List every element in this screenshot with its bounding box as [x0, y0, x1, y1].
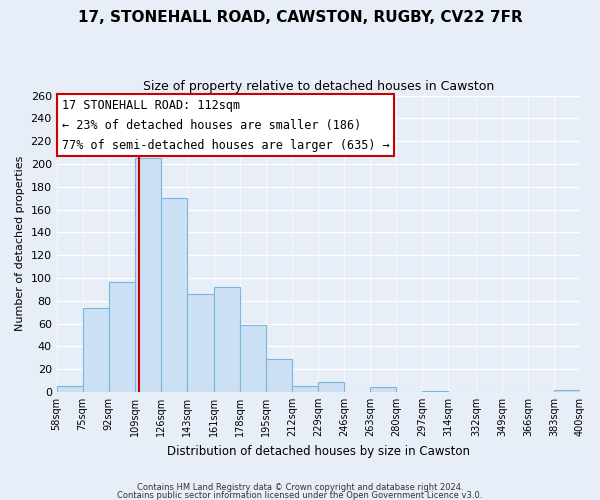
Bar	[56, 386, 83, 392]
Text: 17 STONEHALL ROAD: 112sqm
← 23% of detached houses are smaller (186)
77% of semi: 17 STONEHALL ROAD: 112sqm ← 23% of detac…	[62, 98, 389, 152]
Bar	[319, 382, 344, 392]
Bar	[266, 359, 292, 392]
Bar	[187, 294, 214, 392]
Text: Contains HM Land Registry data © Crown copyright and database right 2024.: Contains HM Land Registry data © Crown c…	[137, 484, 463, 492]
Bar	[161, 198, 187, 392]
Y-axis label: Number of detached properties: Number of detached properties	[15, 156, 25, 332]
Bar	[83, 308, 109, 392]
Bar	[370, 388, 397, 392]
Bar	[292, 386, 319, 392]
Bar	[554, 390, 580, 392]
Bar	[135, 158, 161, 392]
Bar	[422, 391, 448, 392]
X-axis label: Distribution of detached houses by size in Cawston: Distribution of detached houses by size …	[167, 444, 470, 458]
Bar	[240, 324, 266, 392]
Text: Contains public sector information licensed under the Open Government Licence v3: Contains public sector information licen…	[118, 490, 482, 500]
Bar	[214, 287, 240, 392]
Text: 17, STONEHALL ROAD, CAWSTON, RUGBY, CV22 7FR: 17, STONEHALL ROAD, CAWSTON, RUGBY, CV22…	[77, 10, 523, 25]
Title: Size of property relative to detached houses in Cawston: Size of property relative to detached ho…	[143, 80, 494, 93]
Bar	[109, 282, 135, 392]
